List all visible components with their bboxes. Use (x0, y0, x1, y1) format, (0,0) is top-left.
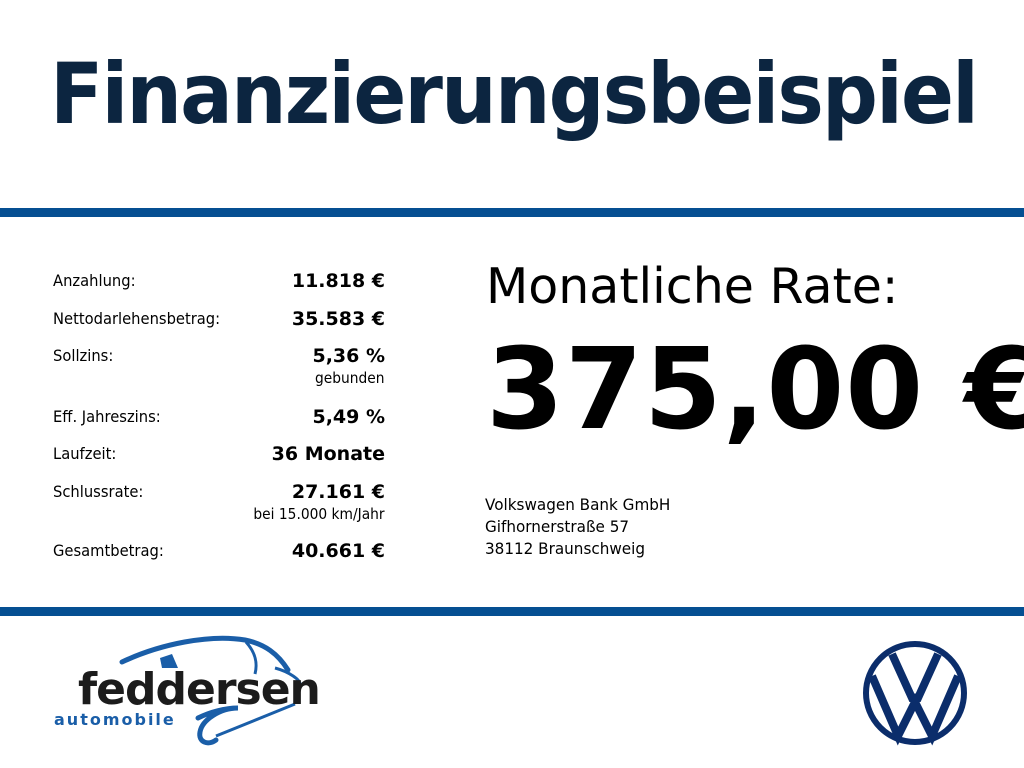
detail-value: 36 Monate (271, 443, 385, 465)
detail-label: Laufzeit: (53, 444, 117, 463)
detail-value: 27.161 € (291, 481, 385, 503)
page-title: Finanzierungsbeispiel (50, 45, 979, 143)
detail-label: Anzahlung: (53, 271, 136, 290)
detail-row-eff-jahreszins: Eff. Jahreszins: 5,49 % (53, 404, 385, 430)
detail-row-nettodarlehensbetrag: Nettodarlehensbetrag: 35.583 € (53, 306, 385, 332)
vw-logo-icon (862, 640, 968, 746)
detail-row-schlussrate: Schlussrate: 27.161 € bei 15.000 km/Jahr (53, 479, 385, 523)
detail-label: Nettodarlehensbetrag: (53, 309, 221, 328)
bank-city: 38112 Braunschweig (485, 539, 646, 558)
monthly-rate-value: 375,00 € (486, 325, 1024, 455)
detail-row-anzahlung: Anzahlung: 11.818 € (53, 268, 385, 294)
detail-row-laufzeit: Laufzeit: 36 Monate (53, 441, 385, 467)
bank-street: Gifhornerstraße 57 (485, 517, 630, 536)
detail-label: Eff. Jahreszins: (53, 407, 161, 426)
detail-value: 5,36 % (312, 345, 385, 367)
detail-value: 40.661 € (291, 540, 385, 562)
bottom-divider-bar (0, 607, 1024, 616)
feddersen-automobile-logo: feddersen automobile (50, 632, 340, 752)
bank-name: Volkswagen Bank GmbH (485, 495, 671, 514)
detail-label: Gesamtbetrag: (53, 541, 164, 560)
detail-label: Sollzins: (53, 346, 114, 365)
detail-label: Schlussrate: (53, 482, 144, 501)
detail-subtext: gebunden (315, 369, 385, 387)
dealer-logo-main: feddersen (78, 664, 320, 715)
bank-address: Volkswagen Bank GmbH Gifhornerstraße 57 … (485, 494, 670, 560)
monthly-rate-label: Monatliche Rate: (486, 258, 899, 315)
detail-subtext: bei 15.000 km/Jahr (253, 505, 385, 523)
dealer-logo-sub: automobile (54, 710, 176, 729)
detail-row-sollzins: Sollzins: 5,36 % gebunden (53, 343, 385, 387)
top-divider-bar (0, 208, 1024, 217)
car-outline-icon: feddersen automobile (54, 635, 321, 746)
detail-row-gesamtbetrag: Gesamtbetrag: 40.661 € (53, 538, 385, 564)
detail-value: 35.583 € (291, 308, 385, 330)
detail-value: 11.818 € (291, 270, 385, 292)
detail-value: 5,49 % (312, 406, 385, 428)
